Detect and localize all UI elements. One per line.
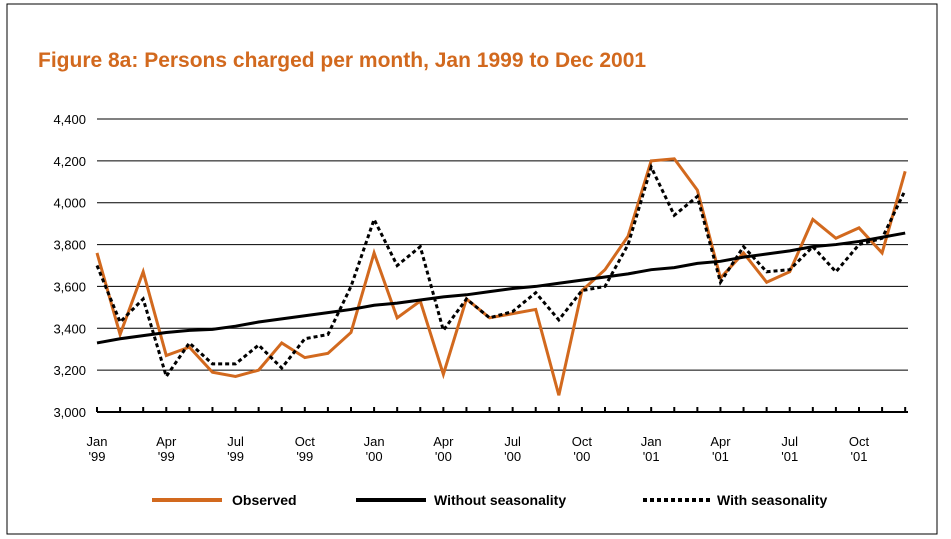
y-tick-label: 3,200 [53, 363, 86, 378]
x-tick-label-line: '99 [296, 449, 313, 464]
x-tick-label-line: '99 [89, 449, 106, 464]
series-line [96, 231, 906, 345]
y-tick-label: 3,400 [53, 321, 86, 336]
legend-label: With seasonality [717, 492, 828, 508]
x-tick-label: Oct '00 [572, 434, 593, 464]
x-tick-label: Apr '00 [433, 434, 454, 464]
x-tick-label: Jan '01 [641, 434, 662, 464]
x-tick-label: Oct '01 [849, 434, 870, 464]
x-tick-label-line: '00 [504, 449, 521, 464]
x-tick-label-line: '01 [781, 449, 798, 464]
x-tick-label: Apr '01 [710, 434, 731, 464]
x-tick-label-line: Apr [433, 434, 454, 449]
y-tick-label: 4,400 [53, 112, 86, 127]
x-tick-label-line: Jul [781, 434, 798, 449]
x-tick-label: Jul '99 [227, 434, 244, 464]
x-tick-label-line: '00 [366, 449, 383, 464]
x-tick-label-line: '99 [227, 449, 244, 464]
x-tick-label-line: '00 [435, 449, 452, 464]
series-line [95, 162, 907, 380]
x-tick-label-line: Jul [227, 434, 244, 449]
legend-label: Without seasonality [434, 492, 566, 508]
y-tick-label: 4,000 [53, 196, 86, 211]
legend-label: Observed [232, 492, 297, 508]
x-tick-label: Jul '01 [781, 434, 798, 464]
x-tick-label: Apr '99 [156, 434, 177, 464]
x-tick-label: Jan '99 [87, 434, 108, 464]
x-tick-label: Jul '00 [504, 434, 521, 464]
x-tick-label-line: Oct [849, 434, 870, 449]
chart-frame [6, 3, 938, 535]
y-tick-label: 4,200 [53, 154, 86, 169]
x-tick-label-line: Oct [572, 434, 593, 449]
x-tick-label-line: Jan [641, 434, 662, 449]
x-tick-label-line: '01 [712, 449, 729, 464]
series-line [95, 157, 907, 396]
x-tick-label-line: Jan [87, 434, 108, 449]
x-tick-label-line: '99 [158, 449, 175, 464]
x-tick-label-line: '01 [643, 449, 660, 464]
y-tick-label: 3,600 [53, 279, 86, 294]
x-tick-label: Oct '99 [295, 434, 316, 464]
x-tick-label-line: Oct [295, 434, 316, 449]
x-tick-label-line: Apr [156, 434, 177, 449]
x-tick-label-line: Jan [364, 434, 385, 449]
y-tick-label: 3,800 [53, 238, 86, 253]
chart-title: Figure 8a: Persons charged per month, Ja… [38, 49, 646, 72]
x-tick-label-line: '00 [573, 449, 590, 464]
x-tick-label-line: Apr [710, 434, 731, 449]
x-tick-label-line: '01 [851, 449, 868, 464]
y-tick-label: 3,000 [53, 405, 86, 420]
x-tick-label-line: Jul [504, 434, 521, 449]
x-tick-label: Jan '00 [364, 434, 385, 464]
